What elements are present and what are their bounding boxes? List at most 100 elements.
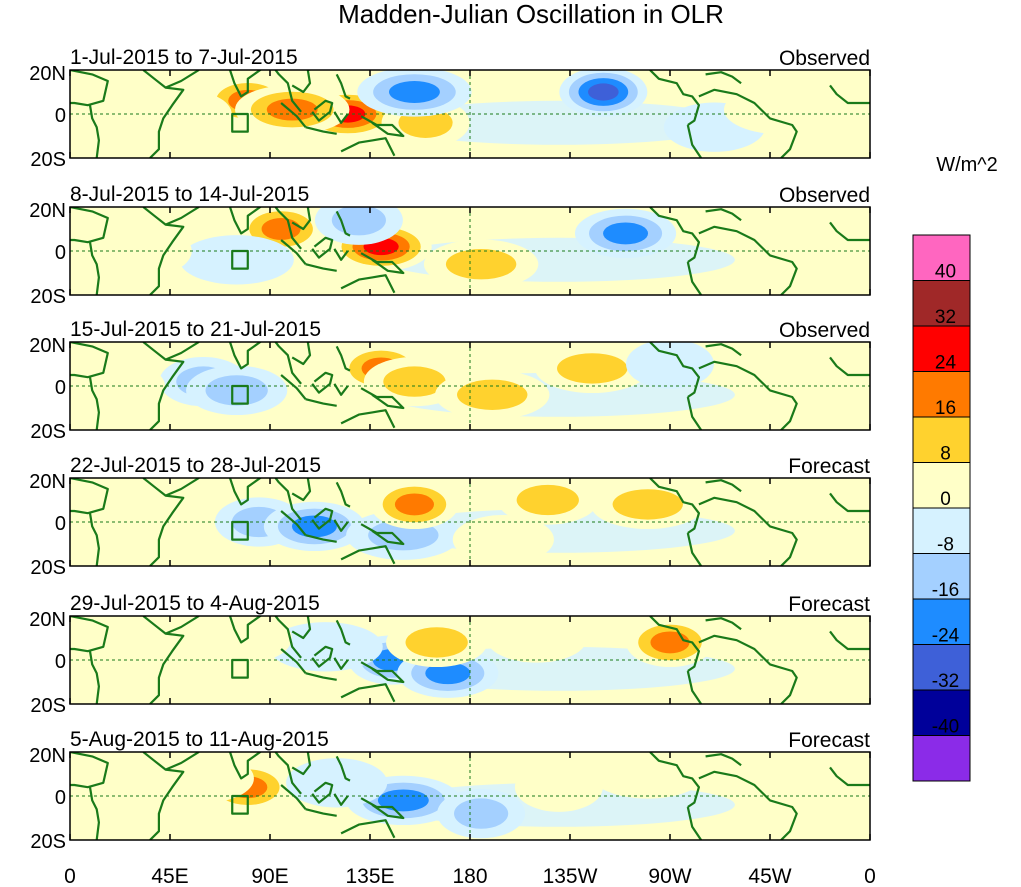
olr-anomaly bbox=[612, 489, 683, 520]
coastline bbox=[165, 752, 200, 771]
coastline bbox=[305, 534, 337, 543]
panel-period: 8-Jul-2015 to 14-Jul-2015 bbox=[70, 183, 309, 206]
olr-anomaly bbox=[389, 81, 440, 103]
coastline bbox=[165, 207, 200, 226]
x-tick-label: 0 bbox=[864, 865, 876, 887]
coastline bbox=[142, 207, 185, 295]
coastline bbox=[705, 71, 742, 85]
coastline bbox=[305, 263, 337, 272]
x-tick-label: 45E bbox=[151, 865, 188, 887]
coastline bbox=[698, 88, 798, 158]
olr-anomaly bbox=[382, 100, 735, 145]
olr-anomaly bbox=[130, 89, 232, 139]
y-tick-label: 20S bbox=[30, 286, 66, 308]
coastline bbox=[280, 648, 307, 674]
x-tick-label: 135E bbox=[345, 865, 394, 887]
colorbar-label: 24 bbox=[935, 353, 957, 374]
x-tick-label: 45W bbox=[748, 865, 791, 887]
coastline bbox=[280, 374, 307, 400]
coastline bbox=[311, 781, 334, 804]
colorbar-swatch bbox=[912, 325, 971, 372]
y-tick-label: 20N bbox=[29, 471, 66, 493]
coastline bbox=[70, 752, 109, 789]
panel-status: Observed bbox=[779, 319, 870, 342]
coastlines bbox=[70, 342, 870, 430]
panel-status: Forecast bbox=[788, 455, 870, 478]
coastline bbox=[227, 70, 302, 113]
colorbar-label: -24 bbox=[932, 626, 960, 647]
olr-field bbox=[103, 207, 735, 289]
olr-field bbox=[130, 70, 839, 152]
olr-anomaly bbox=[452, 514, 554, 565]
coastline bbox=[705, 208, 742, 222]
olr-anomaly bbox=[723, 84, 839, 135]
coastline bbox=[311, 371, 334, 394]
y-tick-label: 0 bbox=[55, 377, 66, 399]
coastline bbox=[649, 478, 700, 534]
coastline bbox=[88, 787, 100, 840]
colorbar-label: -8 bbox=[937, 535, 954, 556]
x-tick-label: 180 bbox=[452, 865, 487, 887]
panel-1: 20N 0 20S 1-Jul-2015 to 7-Jul-2015 Observed bbox=[29, 46, 871, 171]
coastline bbox=[829, 84, 870, 105]
coastline bbox=[311, 236, 334, 259]
colorbar-swatch bbox=[912, 371, 971, 418]
x-tick-label: 135W bbox=[543, 865, 598, 887]
colorbar-label: 8 bbox=[940, 444, 951, 465]
coastline bbox=[340, 274, 396, 294]
olr-anomaly bbox=[103, 226, 192, 276]
coastline bbox=[333, 248, 349, 261]
coastline bbox=[280, 102, 307, 128]
coastline bbox=[686, 124, 703, 158]
coastline bbox=[335, 73, 351, 100]
coastline bbox=[291, 616, 313, 640]
y-tick-label: 20N bbox=[29, 335, 66, 357]
olr-anomaly bbox=[394, 493, 435, 516]
olr-field bbox=[135, 616, 735, 698]
coastline bbox=[686, 532, 703, 566]
panel-status: Forecast bbox=[788, 593, 870, 616]
x-tick-label: 0 bbox=[64, 865, 76, 887]
coastline bbox=[335, 755, 351, 782]
coastline bbox=[829, 356, 870, 377]
coastline bbox=[705, 343, 742, 357]
olr-anomaly bbox=[486, 616, 588, 663]
olr-anomaly bbox=[266, 98, 318, 121]
coastline bbox=[142, 616, 185, 704]
coastline bbox=[227, 478, 302, 521]
olr-anomaly bbox=[152, 753, 254, 804]
coastline bbox=[360, 523, 405, 546]
olr-anomaly bbox=[383, 366, 446, 397]
coastline bbox=[305, 808, 337, 817]
colorbar: W/m^2 40 32 24 16 8 0 -8 -16 -24 -32 -40 bbox=[912, 154, 998, 782]
x-tick-label: 90W bbox=[648, 865, 691, 887]
coastline bbox=[291, 207, 313, 231]
coastline bbox=[335, 210, 351, 237]
coastline bbox=[227, 342, 302, 385]
coastline bbox=[340, 819, 396, 839]
coastline bbox=[360, 252, 405, 275]
x-axis: 0 45E 90E 135E 180 135W 90W 45W 0 bbox=[64, 865, 876, 887]
colorbar-label: -40 bbox=[932, 717, 959, 738]
coastline bbox=[305, 126, 337, 135]
colorbar-label: 0 bbox=[940, 489, 951, 510]
y-tick-label: 20S bbox=[30, 831, 66, 853]
y-tick-label: 0 bbox=[55, 787, 66, 809]
coastline bbox=[291, 342, 313, 366]
olr-anomaly bbox=[445, 249, 517, 280]
coastline bbox=[686, 670, 703, 704]
coastline bbox=[142, 70, 185, 158]
coastline bbox=[70, 478, 109, 515]
panel-period: 22-Jul-2015 to 28-Jul-2015 bbox=[70, 454, 321, 477]
coastline bbox=[280, 784, 307, 810]
olr-anomaly bbox=[516, 484, 579, 516]
coastline bbox=[165, 478, 200, 497]
olr-anomaly bbox=[261, 218, 301, 240]
coastline bbox=[686, 806, 703, 840]
coastline bbox=[340, 683, 396, 703]
olr-anomaly bbox=[557, 353, 628, 384]
coastline bbox=[360, 661, 405, 684]
coastline bbox=[340, 137, 396, 157]
